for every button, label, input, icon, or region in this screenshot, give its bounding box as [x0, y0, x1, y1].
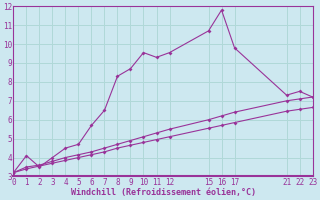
- X-axis label: Windchill (Refroidissement éolien,°C): Windchill (Refroidissement éolien,°C): [70, 188, 255, 197]
